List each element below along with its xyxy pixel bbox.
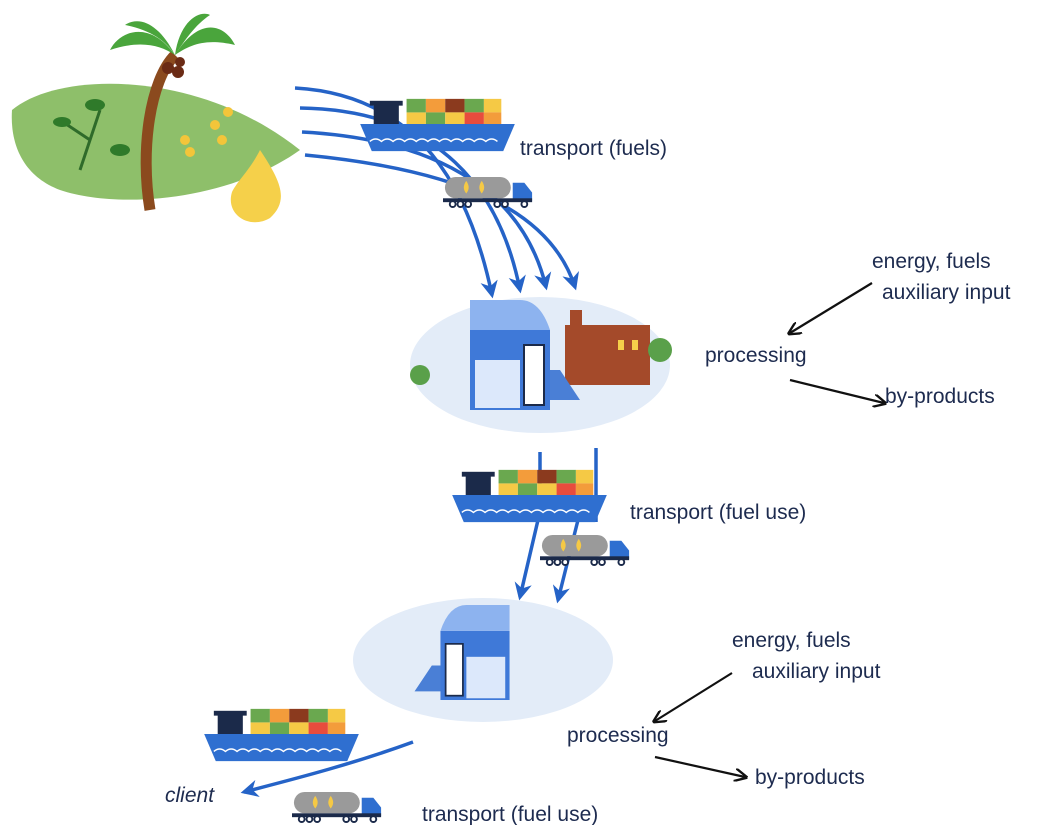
process-label: processing	[567, 724, 669, 747]
truck	[540, 535, 629, 565]
transport-label: transport (fuel use)	[422, 803, 598, 825]
input-label: energy, fuels	[872, 250, 991, 273]
output-label: by-products	[885, 385, 995, 408]
process-label: processing	[705, 344, 807, 367]
factory-illustration	[410, 297, 672, 433]
truck	[292, 792, 381, 822]
transport-label: transport (fuel use)	[630, 501, 806, 524]
page: transport (fuels) energy, fuels auxiliar…	[0, 0, 1050, 825]
ship	[360, 99, 515, 151]
diagram: transport (fuels) energy, fuels auxiliar…	[0, 0, 1050, 825]
factory-illustration	[353, 598, 613, 722]
ship	[452, 470, 607, 522]
crop-illustration	[12, 14, 300, 222]
transport-label: transport (fuels)	[520, 137, 667, 160]
destination-label: client	[165, 784, 215, 807]
input-label: energy, fuels	[732, 629, 851, 652]
input-label: auxiliary input	[882, 281, 1011, 304]
ship	[204, 709, 359, 761]
input-label: auxiliary input	[752, 660, 881, 683]
output-label: by-products	[755, 766, 865, 789]
